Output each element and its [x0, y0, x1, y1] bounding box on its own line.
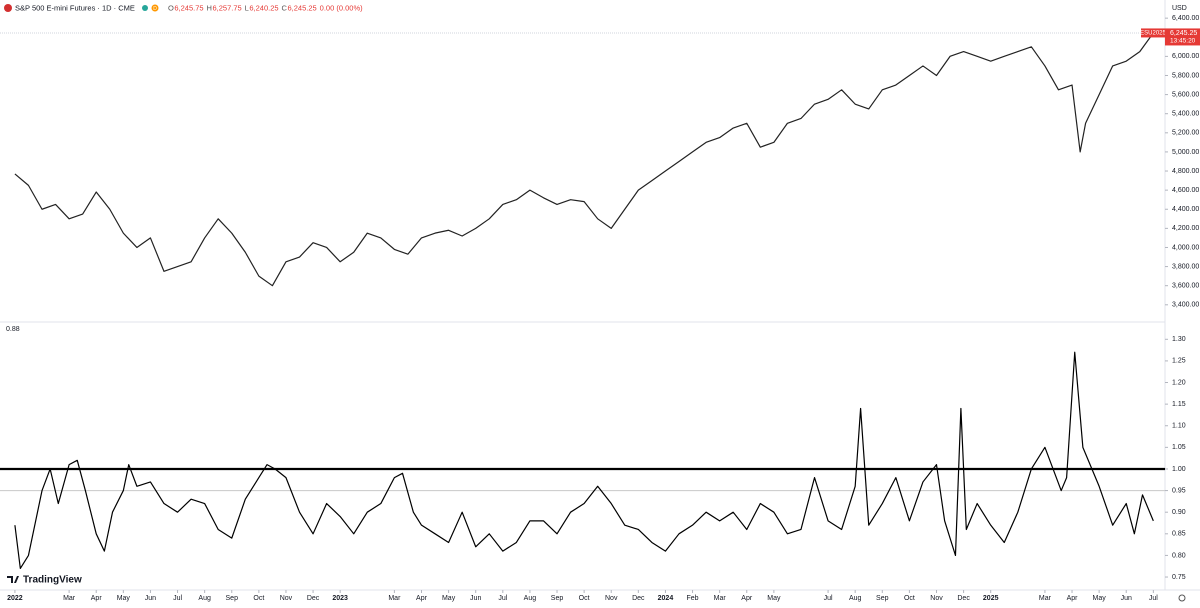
y-tick-label: 4,400.00	[1172, 206, 1199, 213]
symbol-tag-text: ESU2025	[1140, 31, 1166, 37]
x-tick-label: 2024	[658, 595, 674, 602]
currency[interactable]: USD	[1172, 5, 1187, 12]
x-tick-label: Sep	[551, 595, 564, 602]
x-tick-label: Apr	[741, 595, 753, 602]
y-tick-label: 5,600.00	[1172, 91, 1199, 98]
y-tick-label: 1.30	[1172, 336, 1186, 343]
x-tick-label: Jul	[824, 595, 833, 602]
y-tick-label: 6,400.00	[1172, 15, 1199, 22]
ohlc-value: 6,245.75	[174, 3, 203, 12]
x-tick-label: 2025	[983, 595, 999, 602]
y-tick-label: 3,800.00	[1172, 263, 1199, 270]
price-tag-countdown: 13:45:20	[1170, 38, 1196, 45]
interval-badge	[151, 4, 159, 12]
symbol-logo	[4, 4, 12, 12]
symbol-tag	[1141, 28, 1165, 38]
x-tick-label: Oct	[579, 595, 590, 602]
x-tick-label: Dec	[632, 595, 645, 602]
x-tick-label: Nov	[930, 595, 943, 602]
x-tick-label: 2023	[332, 595, 348, 602]
y-tick-label: 0.85	[1172, 531, 1186, 538]
ohlc-change: 0.00 (0.00%)	[320, 3, 363, 12]
y-tick-label: 5,400.00	[1172, 111, 1199, 118]
brand: TradingView	[23, 575, 82, 586]
x-tick-label: Nov	[280, 595, 293, 602]
y-tick-label: 0.75	[1172, 574, 1186, 581]
y-tick-label: 4,600.00	[1172, 187, 1199, 194]
price-tag-value: 6,245.25	[1170, 30, 1197, 37]
ohlc-key: H	[207, 3, 212, 12]
y-tick-label: 3,400.00	[1172, 302, 1199, 309]
y-tick-label: 1.10	[1172, 423, 1186, 430]
x-tick-label: May	[1093, 595, 1107, 602]
y-tick-label: 4,800.00	[1172, 168, 1199, 175]
y-tick-label: 1.20	[1172, 379, 1186, 386]
x-tick-label: Apr	[1067, 595, 1079, 602]
x-tick-label: Mar	[1039, 595, 1052, 602]
settings-icon[interactable]	[1178, 594, 1186, 602]
y-tick-label: 4,000.00	[1172, 244, 1199, 251]
x-tick-label: Dec	[957, 595, 970, 602]
x-tick-label: Aug	[849, 595, 862, 602]
x-tick-label: Jul	[498, 595, 507, 602]
x-tick-label: Jun	[1121, 595, 1132, 602]
x-tick-label: Mar	[388, 595, 401, 602]
x-tick-label: May	[117, 595, 131, 602]
x-tick-label: May	[442, 595, 456, 602]
x-tick-label: 2022	[7, 595, 23, 602]
symbol-title[interactable]: S&P 500 E-mini Futures · 1D · CME	[15, 3, 135, 12]
y-tick-label: 0.80	[1172, 552, 1186, 559]
market-status	[142, 5, 148, 11]
ohlc-key: O	[168, 3, 174, 12]
x-tick-label: Mar	[714, 595, 727, 602]
x-tick-label: Apr	[416, 595, 428, 602]
interval: D	[153, 6, 157, 12]
series-line	[14, 32, 1154, 287]
series-line	[14, 351, 1154, 569]
ohlc-key: L	[245, 3, 249, 12]
indicator-last-value: 0.88	[6, 326, 20, 333]
y-tick-label: 0.90	[1172, 509, 1186, 516]
x-tick-label: Jun	[145, 595, 156, 602]
y-tick-label: 1.25	[1172, 358, 1186, 365]
y-tick-label: 4,200.00	[1172, 225, 1199, 232]
x-tick-label: Feb	[687, 595, 699, 602]
ohlc-value: 6,240.25	[249, 3, 278, 12]
x-tick-label: Sep	[876, 595, 889, 602]
tradingview-logo: TradingView	[7, 575, 82, 586]
x-tick-label: Aug	[198, 595, 211, 602]
ohlc-legend: O 6,245.75 H 6,257.75 L 6,240.25 C 6,245.25 0.00…	[168, 3, 363, 12]
x-tick-label: Aug	[524, 595, 537, 602]
x-tick-label: Jul	[1149, 595, 1158, 602]
ohlc-value: 6,245.25	[287, 3, 316, 12]
y-tick-label: 1.05	[1172, 444, 1186, 451]
x-tick-label: Mar	[63, 595, 76, 602]
price-tag	[1165, 28, 1200, 46]
logo-icon	[7, 576, 19, 583]
y-tick-label: 3,600.00	[1172, 283, 1199, 290]
x-tick-label: Jun	[470, 595, 481, 602]
x-tick-label: Oct	[904, 595, 915, 602]
x-tick-label: May	[767, 595, 781, 602]
x-tick-label: Jul	[173, 595, 182, 602]
y-tick-label: 6,000.00	[1172, 53, 1199, 60]
x-tick-label: Nov	[605, 595, 618, 602]
x-tick-label: Oct	[253, 595, 264, 602]
y-tick-label: 0.95	[1172, 487, 1186, 494]
y-tick-label: 5,800.00	[1172, 72, 1199, 79]
ohlc-key: C	[282, 3, 288, 12]
x-tick-label: Dec	[307, 595, 320, 602]
ohlc-value: 6,257.75	[212, 3, 241, 12]
x-tick-label: Sep	[226, 595, 239, 602]
y-tick-label: 1.00	[1172, 466, 1186, 473]
y-tick-label: 5,000.00	[1172, 149, 1199, 156]
x-tick-label: Apr	[91, 595, 103, 602]
y-tick-label: 1.15	[1172, 401, 1186, 408]
y-tick-label: 5,200.00	[1172, 130, 1199, 137]
